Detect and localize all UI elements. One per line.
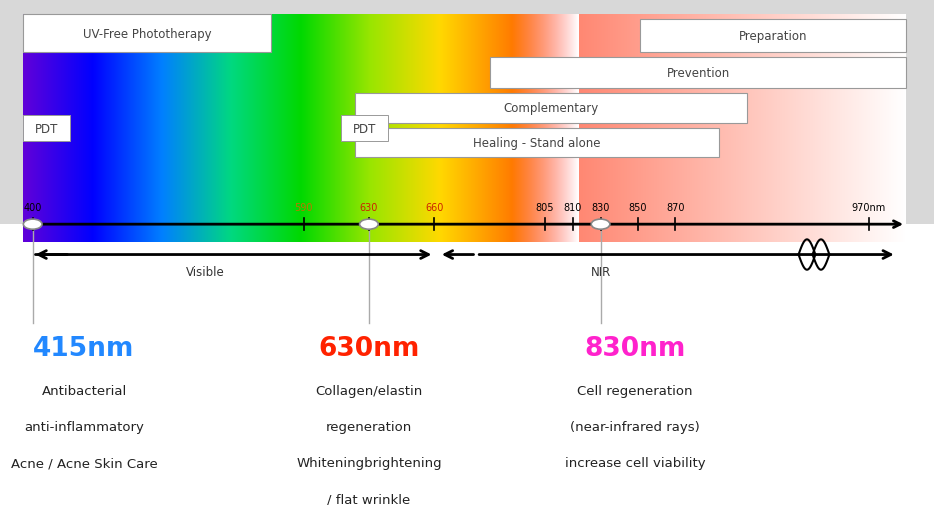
Text: 970nm: 970nm	[852, 202, 885, 212]
Bar	[0, 0, 934, 225]
Bar	[355, 128, 719, 158]
Text: Prevention: Prevention	[667, 67, 729, 80]
Text: Acne / Acne Skin Care: Acne / Acne Skin Care	[10, 457, 158, 470]
Text: 850: 850	[629, 202, 647, 212]
Text: Antibacterial: Antibacterial	[41, 384, 127, 397]
Text: anti-inflammatory: anti-inflammatory	[24, 420, 144, 433]
Text: 630nm: 630nm	[318, 336, 419, 362]
Circle shape	[360, 220, 378, 230]
Text: (near-infrared rays): (near-infrared rays)	[571, 420, 700, 433]
Text: Cell regeneration: Cell regeneration	[577, 384, 693, 397]
Text: 660: 660	[425, 202, 444, 212]
Bar	[640, 20, 906, 53]
Text: Preparation: Preparation	[739, 30, 807, 43]
Text: Collagen/elastin: Collagen/elastin	[316, 384, 422, 397]
Bar	[23, 116, 70, 141]
Text: Visible: Visible	[186, 265, 225, 278]
Text: 400: 400	[23, 202, 42, 212]
Text: 830nm: 830nm	[585, 336, 686, 362]
Bar	[23, 15, 271, 53]
Text: Complementary: Complementary	[503, 102, 599, 115]
Text: PDT: PDT	[352, 122, 376, 135]
Text: 415nm: 415nm	[34, 336, 134, 362]
Text: 870: 870	[666, 202, 685, 212]
Text: 805: 805	[535, 202, 554, 212]
Text: / flat wrinkle: / flat wrinkle	[327, 493, 411, 505]
Text: PDT: PDT	[35, 122, 59, 135]
Bar	[355, 93, 747, 124]
Text: 830: 830	[591, 202, 610, 212]
Text: 810: 810	[563, 202, 582, 212]
Text: regeneration: regeneration	[326, 420, 412, 433]
Text: UV-Free Phototherapy: UV-Free Phototherapy	[83, 28, 211, 40]
Text: NIR: NIR	[590, 265, 611, 278]
Text: Healing - Stand alone: Healing - Stand alone	[474, 136, 601, 149]
Circle shape	[23, 220, 42, 230]
Text: Whiteningbrightening: Whiteningbrightening	[296, 457, 442, 470]
Circle shape	[591, 220, 610, 230]
Text: 590: 590	[294, 202, 313, 212]
Text: increase cell viability: increase cell viability	[565, 457, 705, 470]
Text: 630: 630	[360, 202, 378, 212]
Bar	[490, 58, 906, 88]
Bar	[341, 116, 388, 141]
